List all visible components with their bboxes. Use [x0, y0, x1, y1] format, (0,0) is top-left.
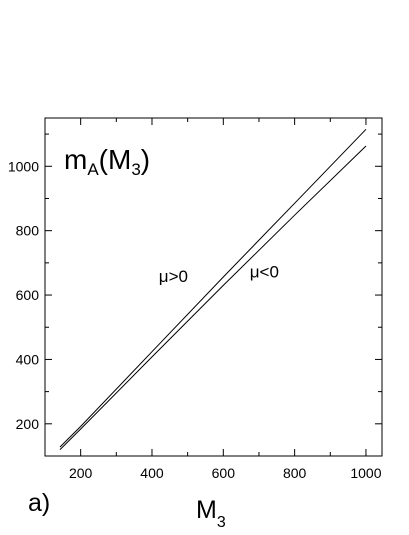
x-axis-label: M3: [196, 496, 226, 531]
x-tick-label: 400: [140, 465, 164, 481]
tick-labels: 200 400 600 800 1000 200 400 600 800 1000: [8, 158, 382, 481]
xlabel-main: M: [196, 496, 217, 524]
series-line-mu-negative: [59, 145, 367, 450]
annotations: μ>0 μ<0: [159, 262, 279, 286]
title-main: m: [64, 144, 87, 175]
x-tick-label: 1000: [350, 465, 381, 481]
x-tick-label: 600: [212, 465, 236, 481]
series-line-mu-positive: [59, 128, 367, 448]
chart-title: mA(M3): [64, 144, 150, 179]
x-tick-label: 200: [69, 465, 93, 481]
title-sub: A: [87, 160, 99, 179]
panel-label: a): [28, 489, 50, 517]
axis-ticks: [44, 118, 382, 457]
title-arg-sub: 3: [131, 160, 140, 179]
plot-frame: [44, 117, 383, 457]
y-tick-label: 800: [16, 223, 40, 239]
y-tick-label: 200: [16, 416, 40, 432]
title-arg-main: M: [108, 144, 131, 175]
annotation-mu-negative: μ<0: [250, 262, 279, 281]
xlabel-sub: 3: [217, 514, 226, 531]
y-tick-label: 1000: [8, 158, 39, 174]
y-tick-label: 600: [16, 287, 40, 303]
y-tick-label: 400: [16, 351, 40, 367]
series-layer: [59, 128, 367, 450]
annotation-mu-positive: μ>0: [159, 267, 188, 286]
x-tick-label: 800: [283, 465, 307, 481]
